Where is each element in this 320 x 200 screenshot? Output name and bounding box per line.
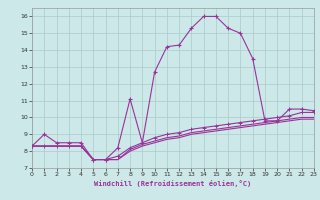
X-axis label: Windchill (Refroidissement éolien,°C): Windchill (Refroidissement éolien,°C) (94, 180, 252, 187)
